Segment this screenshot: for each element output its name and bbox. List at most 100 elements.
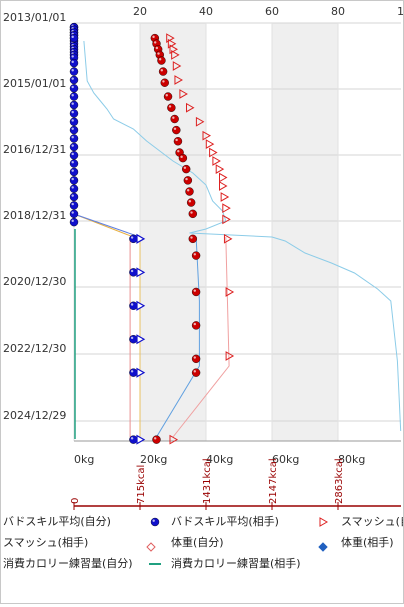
smash-self-point [209,147,218,158]
skill-self-point [69,184,79,193]
skill-opponent-point-highlight [193,322,196,326]
skill-self-point [69,100,79,110]
calorie-line-opponent [83,40,402,432]
skill-opponent-point-highlight [180,155,183,159]
skill-opponent-point-highlight [190,236,193,239]
skill-self-point [69,217,79,227]
y-axis-label: 2015/01/01 [3,77,66,90]
skill-opponent-point-highlight [193,356,196,359]
y-axis-label: 2020/12/30 [3,275,66,288]
legend-label: 消費カロリー練習量(自分) [3,556,133,570]
weight-opponent-point [136,233,146,244]
skill-self-point [129,234,138,244]
skill-self-point-highlight [71,102,74,105]
smash-self-point [172,61,182,71]
gridlines [73,22,404,441]
weight-opponent-point [136,334,146,345]
smash-self-point [166,33,175,43]
smash-self-point [219,172,228,183]
skill-opponent-point-highlight [158,58,162,61]
legend-label: バドスキル平均(相手) [171,514,279,528]
skill-opponent-point-highlight [154,437,157,440]
legend-label: 消費カロリー練習量(相手) [171,556,301,570]
skill-opponent-point-highlight [188,200,192,203]
smash-self-point [186,102,195,113]
skill-opponent-point-highlight [183,166,187,170]
skill-self-point-highlight [71,35,74,39]
smash-self-point [220,192,230,202]
legend-label: 体重(相手) [341,535,394,549]
legend-marker-triangle-red [319,517,329,527]
bottom-axis-label: 0kg [74,453,94,466]
skill-opponent-point-highlight [157,52,160,55]
skill-opponent-point [191,321,201,330]
smash-self-point [167,38,177,49]
smash-self-point [169,434,179,445]
skill-self-point [69,84,79,93]
skill-self-point [129,301,138,310]
skill-self-point [69,176,79,185]
skill-self-point-highlight [71,177,74,181]
kcal-axis: 0 715kcal 1431kcal 2147kcal 2863kcal [70,458,401,510]
skill-self-point [129,335,138,344]
skill-opponent-point-highlight [193,289,196,292]
skill-self-point-highlight [130,437,134,440]
legend-marker-circle-blue-highlight [152,519,155,522]
skill-self-point-highlight [71,69,74,72]
bottom-axis-label: 80kg [338,453,365,466]
skill-self-point [69,67,79,76]
skill-self-point-highlight [71,94,74,97]
skill-opponent-point-highlight [155,46,159,50]
connector-line [73,213,141,238]
series-lines [73,40,402,439]
skill-self-point-highlight [71,152,74,156]
top-axis-label: 40 [199,5,213,18]
skill-opponent-point [178,153,188,163]
top-axis-labels: 20 40 60 80 10 [133,5,404,18]
skill-self-point-highlight [71,169,74,172]
skill-self-point-highlight [130,370,134,373]
smash-line-self [172,236,230,438]
skill-opponent-point [167,103,176,112]
skill-self-point [69,58,79,68]
legend-label: バドスキル平均(自分) [3,515,111,528]
kcal-axis-label: 0 [70,498,81,504]
skill-self-point-highlight [71,119,74,122]
smash-self-point [205,139,215,149]
top-axis-label: 10 [397,5,403,18]
smash-self-point [225,351,235,361]
skill-self-point-highlight [71,110,74,114]
skill-opponent-point-highlight [177,150,180,153]
skill-line-opponent [156,236,200,438]
legend-label: スマッシュ(自分) [341,515,403,528]
legend-label: スマッシュ(相手) [3,535,88,549]
kcal-axis-label: 2863kcal [334,458,345,504]
skill-opponent-point-highlight [193,253,196,256]
legend-label: 体重(自分) [171,535,224,549]
skill-self-point-highlight [71,219,74,223]
smash-self-point [223,233,233,244]
skill-self-point [69,134,79,143]
smash-self-point [174,75,183,85]
smash-self-point [212,156,221,166]
skill-opponent-point [163,92,173,101]
skill-opponent-point-highlight [193,370,196,373]
legend-marker-diamond-red [146,542,156,552]
smash-self-point [202,130,212,141]
shaded-band [140,23,206,441]
skill-self-point-highlight [71,136,74,139]
skill-opponent-point-highlight [185,177,188,181]
skill-opponent-point [181,164,191,174]
skill-opponent-point-highlight [187,189,190,192]
skill-opponent-point [170,114,179,124]
skill-opponent-point-highlight [168,105,172,108]
skill-self-point [69,209,79,219]
skill-self-point [129,268,138,277]
skill-opponent-point [188,234,198,244]
bottom-axis-label: 40kg [206,453,233,466]
smash-self-point [171,50,180,60]
skill-self-point-highlight [71,144,74,147]
y-axis-date-labels: 2013/01/01 2015/01/01 2016/12/31 2018/12/31… [3,11,66,422]
series-marks [69,22,329,527]
